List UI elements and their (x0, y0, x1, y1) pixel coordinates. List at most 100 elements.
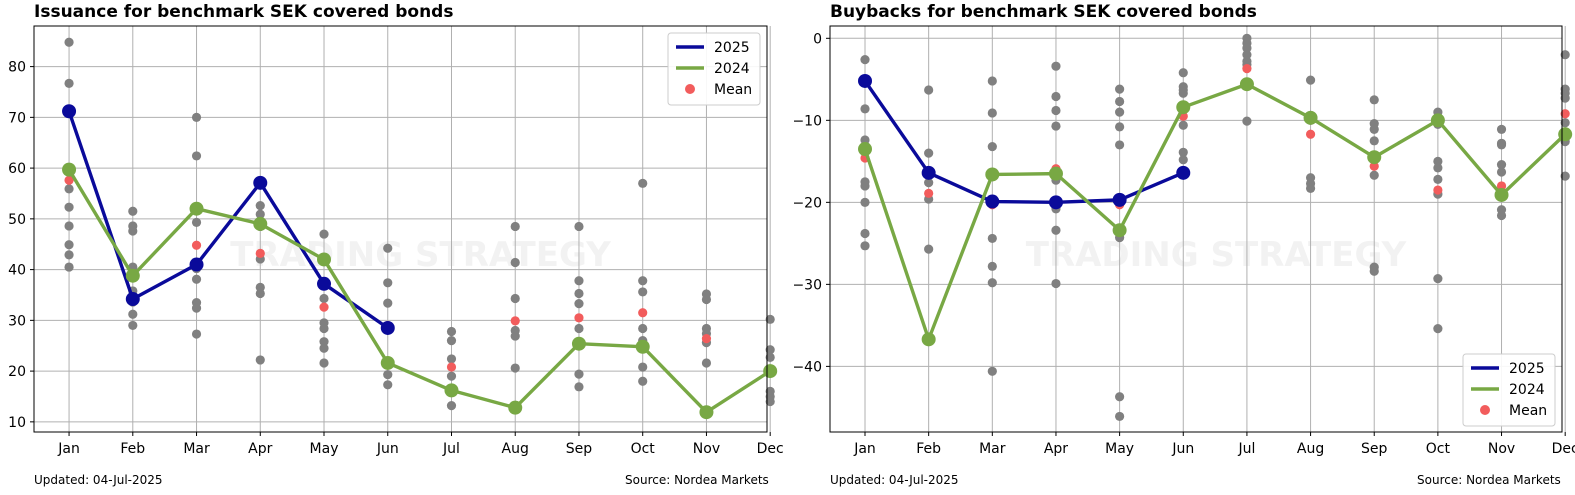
series-point-2024 (1367, 150, 1382, 165)
x-tick-label: Nov (693, 441, 720, 457)
series-point-2024 (508, 400, 523, 415)
y-tick-label: 30 (8, 313, 26, 329)
history-point (191, 329, 202, 339)
history-point (64, 202, 74, 212)
series-point-2024 (985, 167, 1000, 182)
history-point (860, 228, 870, 239)
series-point-2025 (1048, 195, 1063, 210)
history-point (319, 358, 329, 368)
history-point (255, 288, 265, 299)
history-point (638, 276, 648, 286)
mean-point (1305, 129, 1316, 139)
history-point (128, 226, 138, 236)
x-tick-label: Oct (1426, 441, 1451, 457)
history-point (924, 178, 934, 188)
history-point (765, 314, 775, 324)
history-point (255, 209, 265, 219)
history-point (1560, 50, 1570, 60)
series-line-2025 (67, 110, 389, 330)
mean-point (1369, 161, 1379, 171)
history-point (446, 401, 457, 411)
series-point-2024 (1112, 223, 1127, 238)
mean-point (701, 334, 712, 344)
y-tick-label: 50 (8, 212, 26, 228)
history-point (1369, 95, 1379, 105)
history-point (860, 135, 870, 145)
plot-frame (33, 25, 768, 433)
x-tick-label: Feb (120, 441, 145, 457)
series-point-2025 (921, 165, 936, 180)
history-point (1115, 411, 1125, 422)
history-point (1560, 93, 1570, 103)
buybacks-chart: TRADING STRATEGY 0 −10 −20 −30 −40 Jan Feb Mar Ap… (792, 25, 1575, 457)
history-point (383, 370, 393, 380)
history-point (383, 243, 393, 253)
history-point (319, 323, 329, 334)
series-point-2024 (699, 405, 714, 420)
history-point (860, 104, 870, 114)
x-tick-label: Feb (916, 441, 941, 457)
history-point (1433, 324, 1443, 334)
mean-point (638, 308, 648, 318)
history-point (1369, 170, 1379, 180)
series-point-2025 (317, 276, 332, 291)
history-point (64, 262, 74, 272)
history-point (1496, 160, 1507, 170)
mean-point (510, 316, 520, 326)
history-point (319, 343, 329, 353)
x-tick-label: May (310, 441, 339, 457)
chart-title: Issuance for benchmark SEK covered bonds (34, 2, 454, 22)
history-point (987, 108, 997, 118)
history-point (64, 37, 74, 47)
buybacks-panel: Buybacks for benchmark SEK covered bonds… (792, 0, 1575, 495)
series-point-2024 (858, 142, 873, 157)
series-point-2024 (1558, 127, 1573, 142)
y-tick-label: 20 (8, 364, 26, 380)
legend-label: Mean (714, 82, 752, 98)
series-point-2024 (1303, 110, 1318, 125)
history-point (1051, 225, 1061, 235)
history-point (191, 274, 202, 284)
history-point (510, 293, 520, 304)
issuance-panel: Issuance for benchmark SEK covered bonds… (8, 2, 784, 487)
history-point (1115, 140, 1125, 150)
series-point-2025 (1112, 192, 1127, 207)
history-point (319, 337, 329, 347)
history-point (1178, 155, 1188, 165)
history-point (1178, 88, 1188, 98)
history-point (765, 352, 775, 362)
series-point-2024 (189, 201, 204, 216)
history-point (446, 354, 457, 364)
history-point (510, 363, 520, 373)
x-tick-label: Nov (1488, 441, 1515, 457)
mean-point (319, 302, 329, 312)
legend-label: 2025 (1509, 361, 1545, 377)
history-point (1496, 140, 1507, 150)
history-point (1433, 274, 1443, 284)
history-point (446, 336, 457, 346)
mean-point (574, 313, 584, 323)
x-tick-label: Oct (631, 441, 656, 457)
history-point (1369, 266, 1379, 276)
mean-point (1242, 64, 1252, 74)
mean-point (924, 188, 934, 198)
history-point (860, 181, 870, 191)
history-point (638, 287, 648, 297)
x-tick-label: Dec (757, 441, 784, 457)
history-point (319, 293, 329, 304)
history-point (383, 278, 393, 288)
series-point-2025 (189, 257, 204, 272)
history-point (987, 233, 997, 244)
history-point (638, 323, 648, 334)
x-tick-label: Jun (1171, 441, 1194, 457)
history-point (1178, 120, 1188, 130)
updated-note: Updated: 04-Jul-2025 (830, 473, 959, 487)
series-point-2025 (125, 292, 140, 307)
series-point-2024 (125, 268, 140, 283)
mean-point (446, 362, 457, 372)
history-point (574, 276, 584, 286)
history-point (1496, 210, 1507, 221)
series-point-2024 (635, 339, 650, 354)
series-line-2025 (863, 79, 1184, 205)
history-point (987, 366, 997, 376)
